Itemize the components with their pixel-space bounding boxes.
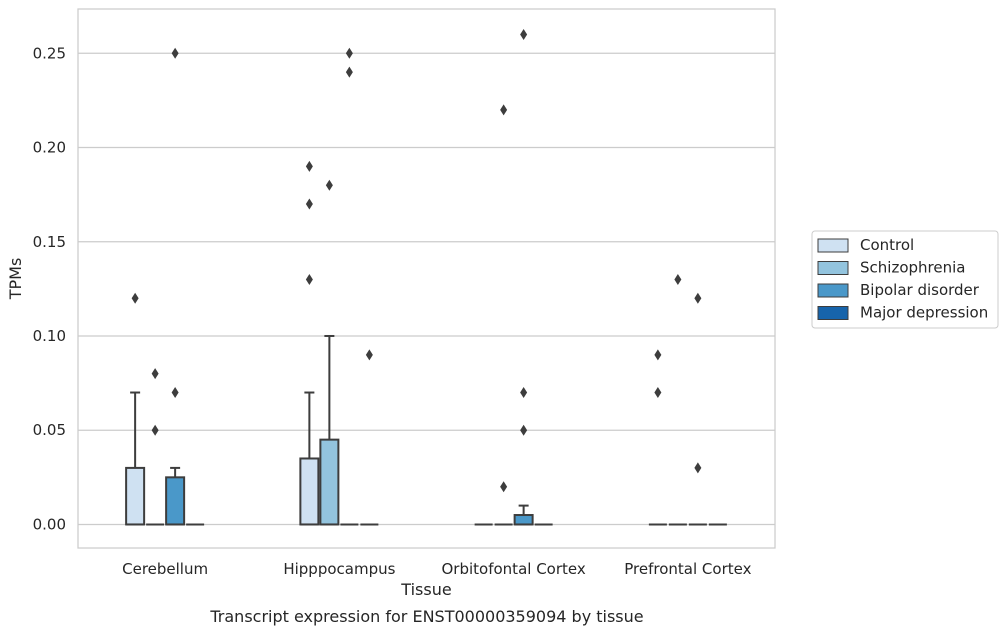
y-tick-label: 0.15	[33, 233, 66, 251]
x-tick-label: Prefrontal Cortex	[624, 560, 751, 578]
chart-caption: Transcript expression for ENST0000035909…	[209, 607, 643, 626]
box-group	[494, 104, 513, 526]
y-tick-label: 0.10	[33, 327, 66, 345]
outlier-point	[171, 387, 179, 399]
gridlines	[78, 52, 775, 526]
x-tick-label: Hipppocampus	[283, 560, 395, 578]
outlier-point	[345, 47, 353, 59]
outlier-point	[131, 292, 139, 304]
outlier-point	[305, 160, 313, 172]
box-group	[360, 349, 379, 526]
boxes	[125, 28, 727, 526]
box-group	[513, 28, 534, 526]
box-body	[319, 438, 340, 526]
legend-label: Bipolar disorder	[860, 281, 980, 299]
outlier-point	[305, 198, 313, 210]
outlier-point	[674, 273, 682, 285]
y-tick-label: 0.25	[33, 44, 66, 62]
legend-swatch	[817, 283, 849, 298]
y-axis-ticks: 0.00 0.05 0.10 0.15 0.20 0.25	[33, 44, 66, 533]
outlier-point	[151, 368, 159, 380]
outlier-point	[500, 104, 508, 116]
outlier-point	[520, 424, 528, 436]
outlier-point	[305, 273, 313, 285]
outlier-point	[694, 292, 702, 304]
x-axis-ticks: Cerebellum Hipppocampus Orbitofontal Corte…	[122, 560, 751, 578]
outlier-point	[171, 47, 179, 59]
legend: Control Schizophrenia Bipolar disorder Majo…	[811, 230, 999, 329]
plot-frame	[77, 8, 776, 549]
outlier-point	[151, 424, 159, 436]
y-tick-label: 0.00	[33, 515, 66, 533]
box-body	[299, 457, 320, 526]
legend-swatch	[817, 238, 849, 253]
legend-item: Major depression	[817, 304, 988, 322]
legend-label: Major depression	[860, 304, 988, 322]
box-group	[165, 47, 186, 526]
box-group	[125, 292, 146, 526]
legend-item: Bipolar disorder	[817, 281, 980, 299]
legend-frame	[811, 230, 999, 329]
box-group	[299, 160, 320, 526]
x-tick-label: Orbitofontal Cortex	[442, 560, 586, 578]
outlier-point	[520, 387, 528, 399]
outlier-point	[325, 179, 333, 191]
x-axis-title: Tissue	[400, 580, 451, 599]
outlier-point	[654, 387, 662, 399]
x-tick-label: Cerebellum	[122, 560, 208, 578]
y-tick-label: 0.20	[33, 139, 66, 157]
legend-item: Control	[817, 236, 914, 254]
box-group	[688, 292, 707, 526]
box-group	[146, 368, 165, 526]
box-body	[513, 514, 534, 526]
legend-item: Schizophrenia	[817, 259, 965, 277]
box-group	[648, 349, 667, 526]
legend-items: Control Schizophrenia Bipolar disorder Majo…	[817, 236, 988, 322]
outlier-point	[694, 462, 702, 474]
outlier-point	[365, 349, 373, 361]
box-body	[125, 466, 146, 526]
outlier-point	[654, 349, 662, 361]
box-body	[165, 476, 186, 526]
outlier-point	[500, 481, 508, 493]
legend-label: Control	[860, 236, 914, 254]
legend-swatch	[817, 261, 849, 275]
y-tick-label: 0.05	[33, 421, 66, 439]
legend-swatch	[817, 306, 849, 320]
box-group	[340, 47, 359, 526]
outlier-point	[520, 28, 528, 40]
y-axis-title: TPMs	[6, 258, 25, 301]
outlier-point	[345, 66, 353, 78]
box-group	[668, 273, 687, 526]
legend-label: Schizophrenia	[860, 259, 965, 277]
box-group	[319, 179, 340, 526]
